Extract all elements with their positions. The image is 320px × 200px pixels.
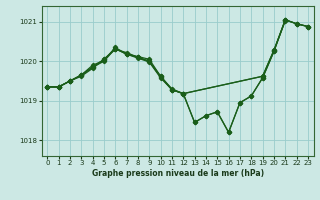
X-axis label: Graphe pression niveau de la mer (hPa): Graphe pression niveau de la mer (hPa) [92, 169, 264, 178]
